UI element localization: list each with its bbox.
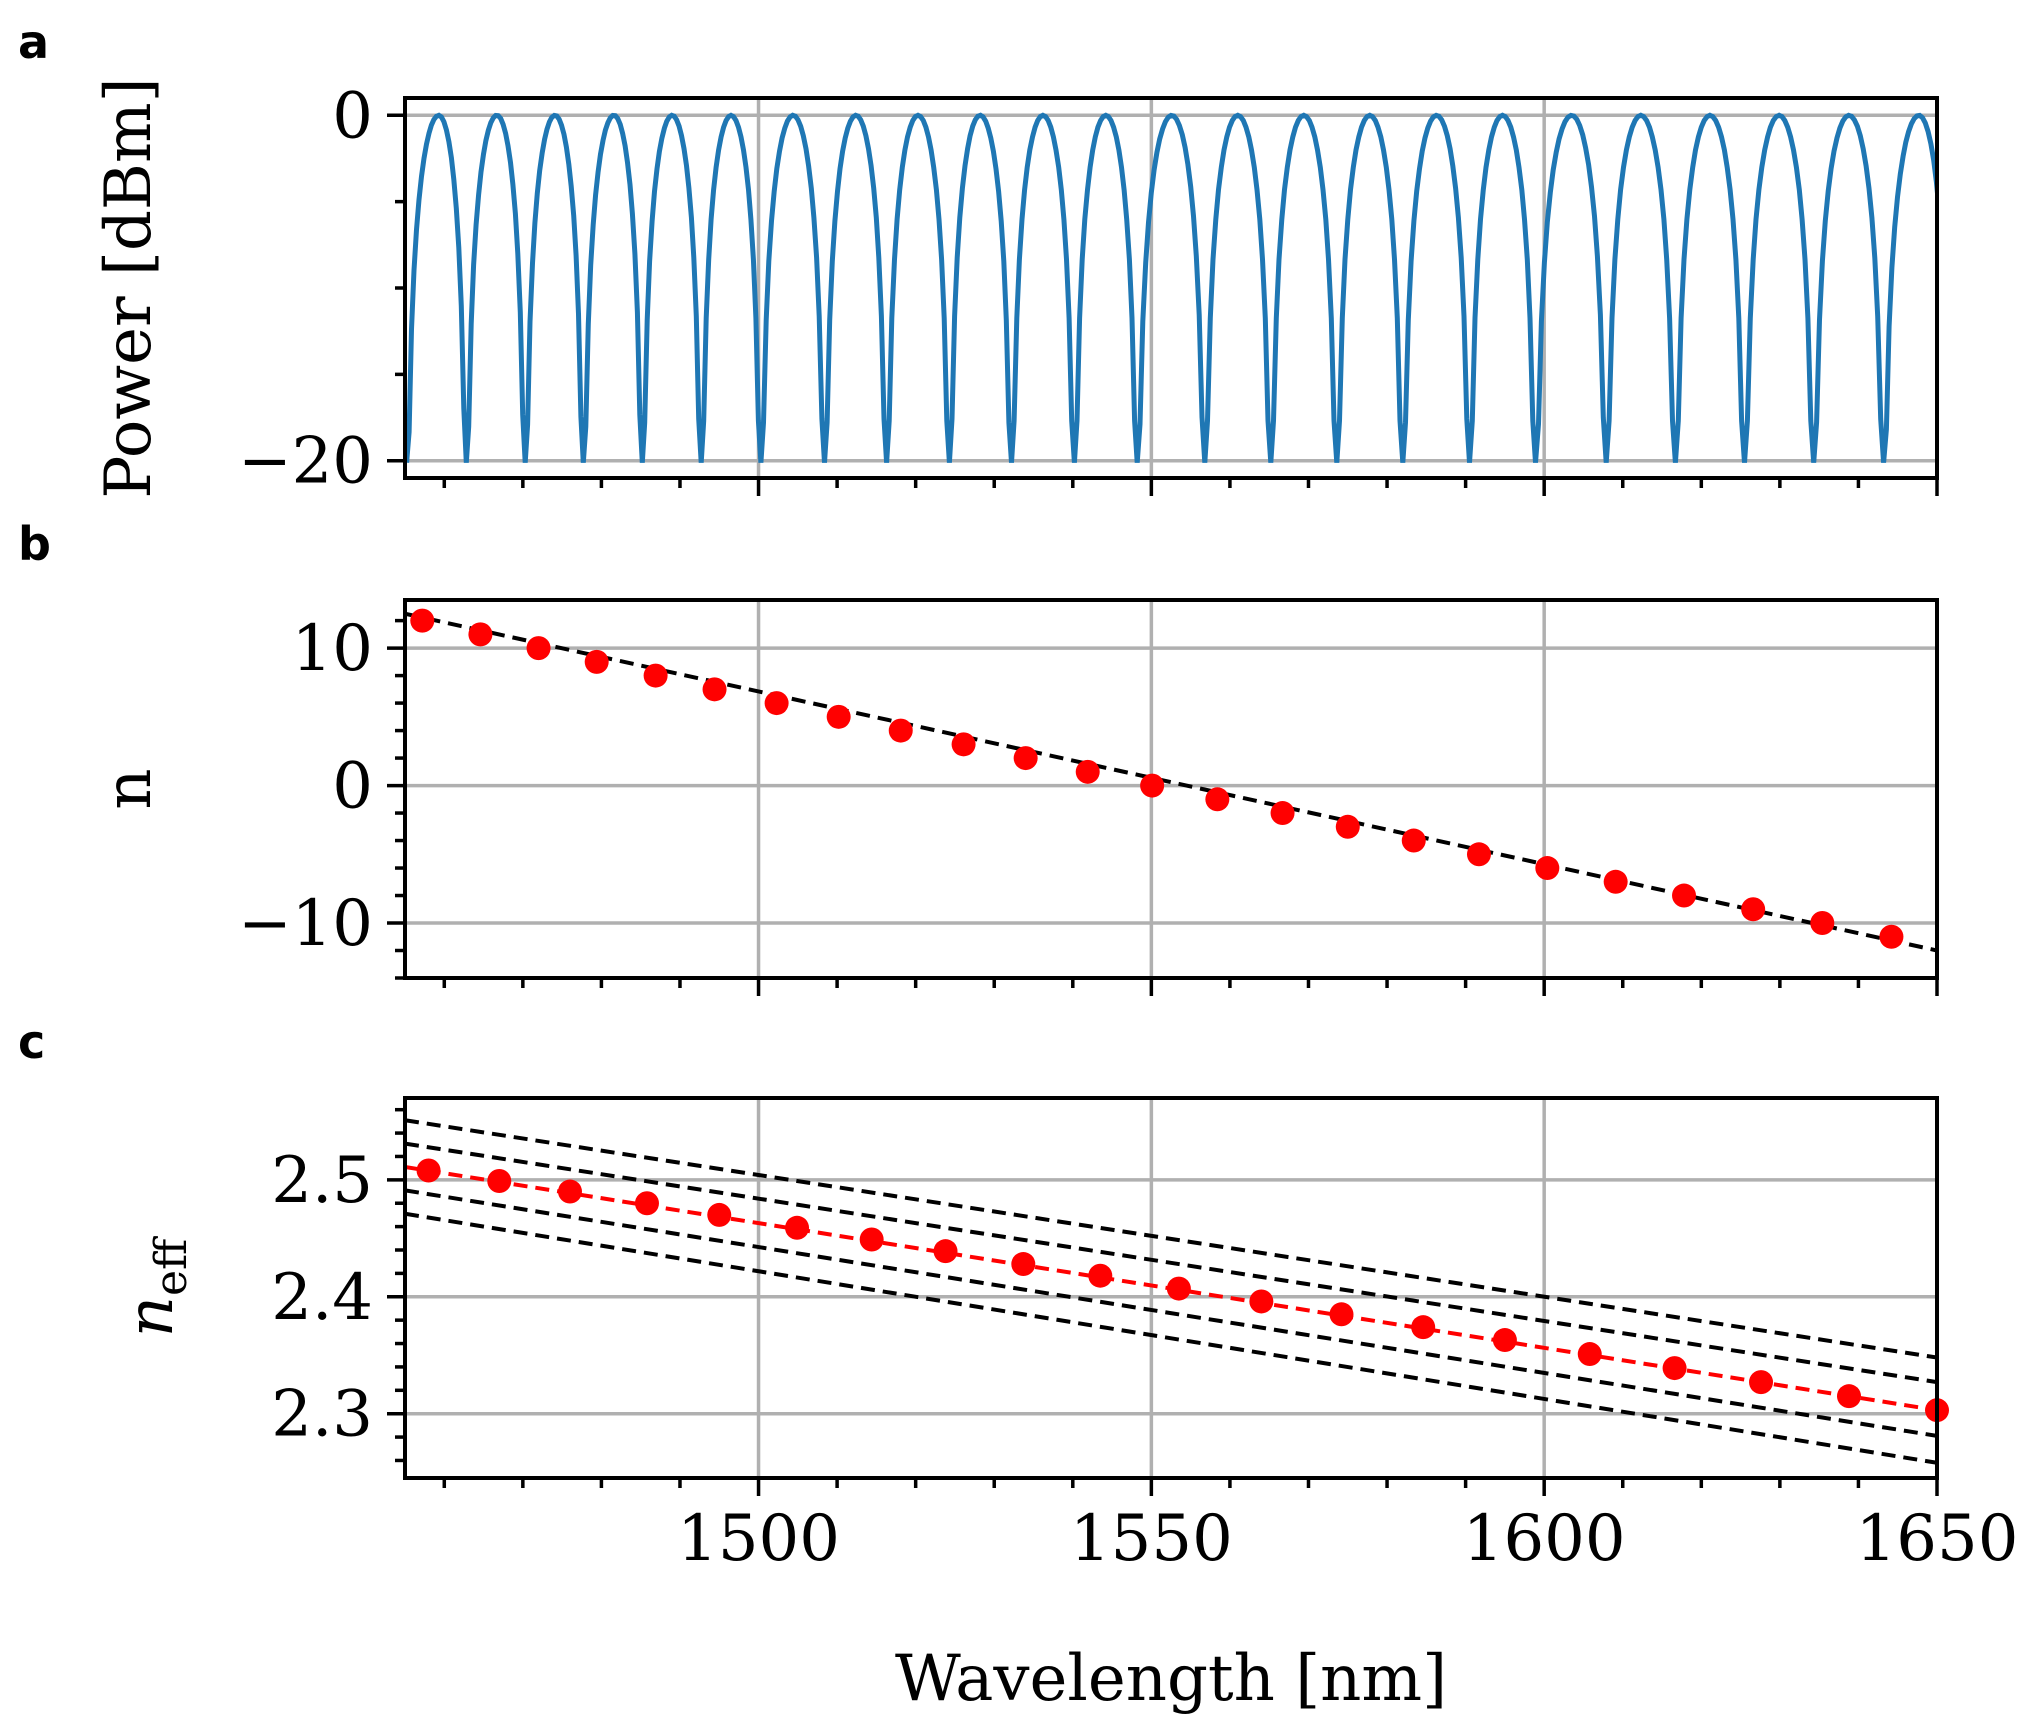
data-point — [1411, 1315, 1436, 1340]
data-point — [1329, 1302, 1354, 1327]
data-point — [1401, 828, 1426, 853]
data-point — [702, 677, 727, 702]
data-point — [1249, 1289, 1274, 1314]
data-point — [1166, 1276, 1191, 1301]
y-tick-label: 2.5 — [271, 1144, 373, 1218]
plot-area — [405, 112, 1937, 463]
y-axis-label: Power [dBm] — [92, 77, 166, 498]
data-point — [859, 1227, 884, 1252]
data-point — [584, 649, 609, 674]
panel-a: 0 −20 Power [dBm] a — [18, 15, 1939, 499]
panel-letter-b: b — [18, 517, 51, 571]
spectrum-line — [405, 112, 1937, 463]
mode-line — [405, 1188, 1937, 1438]
y-tick-label: 10 — [292, 612, 373, 686]
data-point — [643, 663, 668, 688]
data-point — [468, 622, 493, 647]
fit-line — [405, 611, 1937, 953]
data-point — [1270, 801, 1295, 826]
data-point — [933, 1239, 958, 1264]
y-tick-label: 0 — [332, 79, 373, 153]
data-point — [487, 1169, 512, 1194]
data-point — [1672, 883, 1697, 908]
data-point — [557, 1179, 582, 1204]
data-point — [1335, 814, 1360, 839]
y-tick-label: 2.4 — [271, 1261, 373, 1335]
data-point — [1837, 1384, 1862, 1409]
data-point — [410, 608, 435, 633]
data-point — [1749, 1370, 1774, 1395]
x-tick-label: 1600 — [1463, 1502, 1626, 1576]
axes-frame — [403, 1096, 1939, 1480]
data-point — [1205, 787, 1230, 812]
y-tick-label: −10 — [238, 887, 373, 961]
x-axis-label: Wavelength [nm] — [895, 1642, 1447, 1716]
y-tick-label: 2.3 — [271, 1378, 373, 1452]
data-point — [1662, 1356, 1687, 1381]
data-point — [1140, 773, 1165, 798]
data-point — [634, 1191, 659, 1216]
panel-c: 2.5 2.4 2.3 1500 1550 1600 1650 neff c — [18, 1015, 2018, 1576]
data-point — [1013, 746, 1038, 771]
data-point — [888, 718, 913, 743]
data-point — [826, 704, 851, 729]
mode-line — [405, 1118, 1937, 1360]
plot-area — [405, 611, 1937, 953]
data-point — [1535, 856, 1560, 881]
y-axis-label: neff — [114, 1236, 197, 1337]
y-tick-label: −20 — [238, 425, 373, 499]
data-point — [1810, 911, 1835, 936]
data-point — [1466, 842, 1491, 867]
y-axis-label: n — [92, 768, 166, 809]
x-tick-label: 1550 — [1070, 1502, 1233, 1576]
data-point — [1075, 759, 1100, 784]
panel-letter-c: c — [18, 1015, 45, 1069]
data-point — [785, 1215, 810, 1240]
y-axis-label-sub: eff — [146, 1236, 197, 1296]
data-point — [707, 1202, 732, 1227]
data-point — [1011, 1252, 1036, 1277]
data-point — [1088, 1263, 1113, 1288]
data-point — [1577, 1342, 1602, 1367]
data-point — [1879, 924, 1904, 949]
mode-line — [405, 1211, 1937, 1465]
panel-b: 10 0 −10 n b — [18, 517, 1939, 996]
data-point — [526, 636, 551, 661]
data-point — [1741, 897, 1766, 922]
data-point — [416, 1158, 441, 1183]
y-tick-label: 0 — [332, 750, 373, 824]
data-point — [951, 732, 976, 757]
data-point — [764, 691, 789, 716]
data-point — [1492, 1328, 1517, 1353]
x-tick-label: 1650 — [1856, 1502, 2019, 1576]
panel-letter-a: a — [18, 15, 49, 69]
mode-line — [405, 1141, 1937, 1385]
data-point — [1603, 869, 1628, 894]
x-tick-label: 1500 — [677, 1502, 840, 1576]
axes-frame — [403, 598, 1939, 980]
y-axis-label-main: n — [114, 1296, 188, 1337]
